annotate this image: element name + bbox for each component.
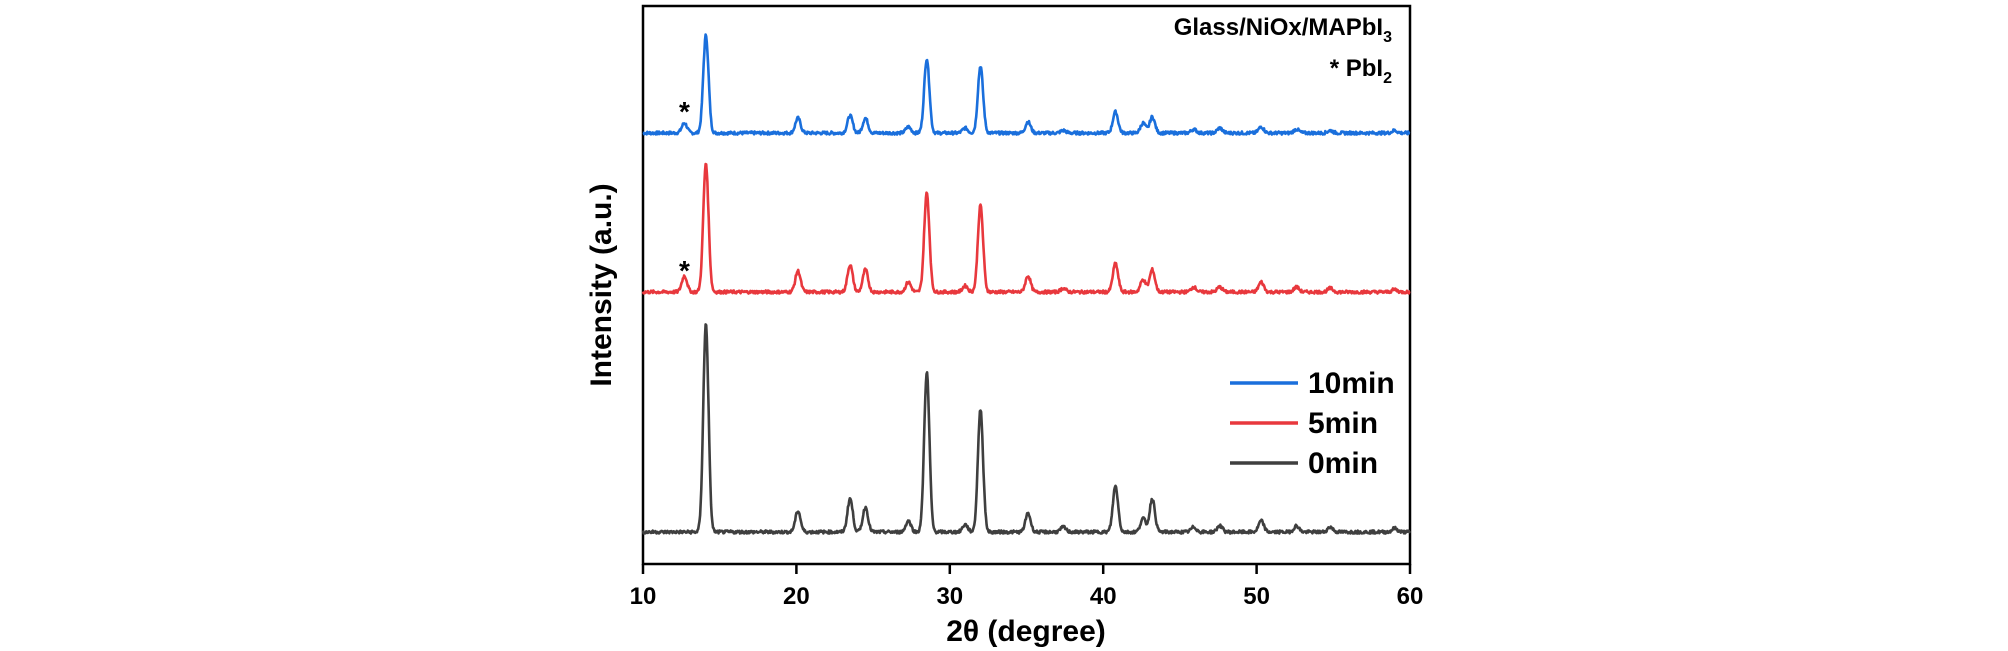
x-tick-label-40: 40 bbox=[1090, 583, 1117, 610]
plot-frame bbox=[641, 4, 1412, 566]
series-curves: ** bbox=[641, 33, 1412, 535]
legend-label-5min: 5min bbox=[1308, 407, 1378, 440]
legend-label-0min: 0min bbox=[1308, 447, 1378, 480]
sample-annotation: Glass/NiOx/MAPbI3 bbox=[1174, 14, 1392, 46]
pbi2-marker-5min: * bbox=[679, 255, 690, 286]
x-tick-label-60: 60 bbox=[1397, 583, 1424, 610]
y-axis-title: Intensity (a.u.) bbox=[585, 183, 618, 386]
x-axis-title: 2θ (degree) bbox=[946, 615, 1106, 648]
legend-label-10min: 10min bbox=[1308, 367, 1395, 400]
series-line-10min bbox=[642, 33, 1411, 136]
series-line-5min bbox=[641, 162, 1411, 295]
x-tick-label-30: 30 bbox=[936, 583, 963, 610]
x-axis-ticks: 10 20 30 40 50 60 bbox=[630, 564, 1424, 610]
series-line-0min bbox=[641, 323, 1412, 535]
x-tick-label-20: 20 bbox=[783, 583, 810, 610]
x-tick-label-50: 50 bbox=[1243, 583, 1270, 610]
pbi2-marker-10min: * bbox=[679, 96, 690, 127]
pbi2-annotation: * PbI2 bbox=[1330, 55, 1392, 87]
legend: 10min 5min 0min bbox=[1230, 367, 1395, 480]
x-tick-label-10: 10 bbox=[630, 583, 657, 610]
